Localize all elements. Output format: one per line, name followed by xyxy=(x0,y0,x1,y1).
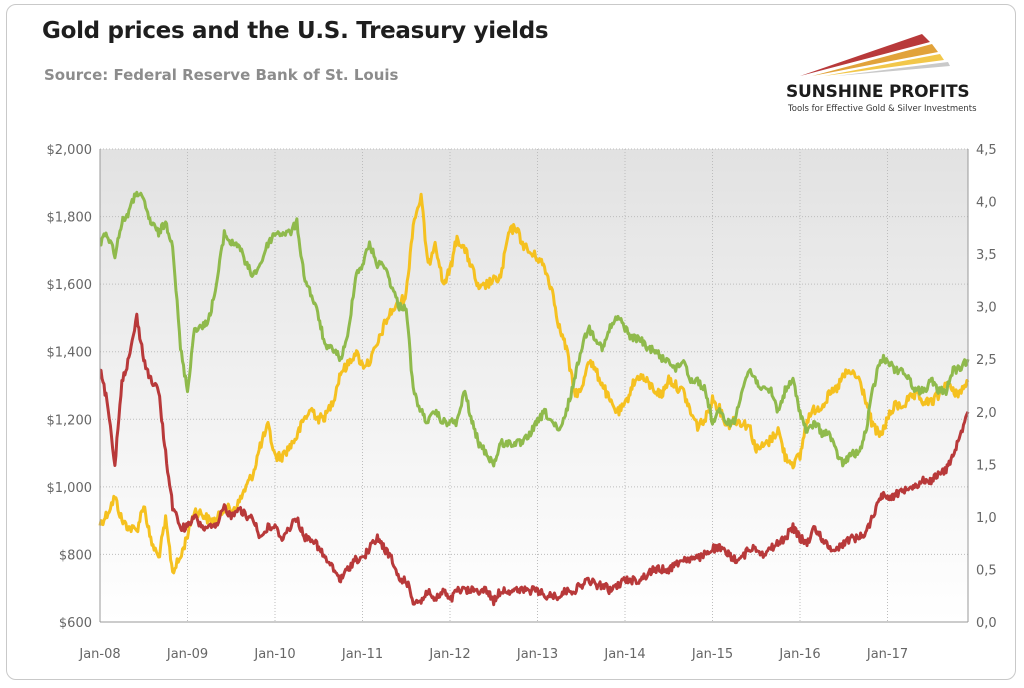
series-line-green xyxy=(99,190,970,468)
x-tick-label: Jan-08 xyxy=(78,647,120,662)
x-tick-label: Jan-12 xyxy=(428,647,470,662)
chart-title: Gold prices and the U.S. Treasury yields xyxy=(42,18,549,44)
grid-lines xyxy=(100,148,968,622)
y-right-tick-label: 2,0 xyxy=(976,406,997,421)
y-right-tick-label: 1,0 xyxy=(976,511,997,526)
series-line-red xyxy=(99,312,970,607)
y-right-tick-label: 3,0 xyxy=(976,301,997,316)
logo-name: SUNSHINE PROFITS xyxy=(786,82,970,102)
series-line-gold xyxy=(98,192,970,575)
x-tick-label: Jan-17 xyxy=(866,647,908,662)
y-right-tick-label: 4,0 xyxy=(976,196,997,211)
x-tick-label: Jan-16 xyxy=(778,647,820,662)
x-axis-ticks: Jan-08 Jan-09 Jan-10 Jan-11 Jan-12 Jan-13 Jan-… xyxy=(78,647,908,662)
y-left-axis-ticks: $600 $800 $1,000 $1,200 $1,400 $1,600 $1,800 $2… xyxy=(47,143,93,631)
y-right-tick-label: 3,5 xyxy=(976,248,997,263)
x-tick-label: Jan-10 xyxy=(253,647,295,662)
logo-tagline: Tools for Effective Gold & Silver Invest… xyxy=(788,104,977,114)
x-tick-label: Jan-11 xyxy=(341,647,383,662)
x-tick-label: Jan-15 xyxy=(691,647,733,662)
y-right-tick-label: 0,5 xyxy=(976,563,997,578)
y-right-tick-label: 2,5 xyxy=(976,353,997,368)
series-layer xyxy=(98,190,970,607)
y-right-tick-label: 4,5 xyxy=(976,143,997,158)
x-tick-label: Jan-14 xyxy=(603,647,645,662)
y-left-tick-label: $800 xyxy=(59,548,92,563)
y-left-tick-label: $2,000 xyxy=(47,143,93,158)
sunshine-profits-logo: SUNSHINE PROFITS Tools for Effective Gol… xyxy=(772,30,982,120)
logo-rays-icon xyxy=(800,34,950,76)
y-left-tick-label: $1,400 xyxy=(47,346,93,361)
y-right-axis-ticks: 0,0 0,5 1,0 1,5 2,0 2,5 3,0 3,5 4,0 4,5 xyxy=(976,143,997,631)
y-right-tick-label: 1,5 xyxy=(976,458,997,473)
x-tick-label: Jan-09 xyxy=(166,647,208,662)
y-left-tick-label: $1,800 xyxy=(47,211,93,226)
y-left-tick-label: $600 xyxy=(59,616,92,631)
y-left-tick-label: $1,000 xyxy=(47,481,93,496)
y-left-tick-label: $1,600 xyxy=(47,278,93,293)
x-tick-label: Jan-13 xyxy=(516,647,558,662)
y-left-tick-label: $1,200 xyxy=(47,413,93,428)
chart-subtitle: Source: Federal Reserve Bank of St. Loui… xyxy=(44,66,399,84)
y-right-tick-label: 0,0 xyxy=(976,616,997,631)
